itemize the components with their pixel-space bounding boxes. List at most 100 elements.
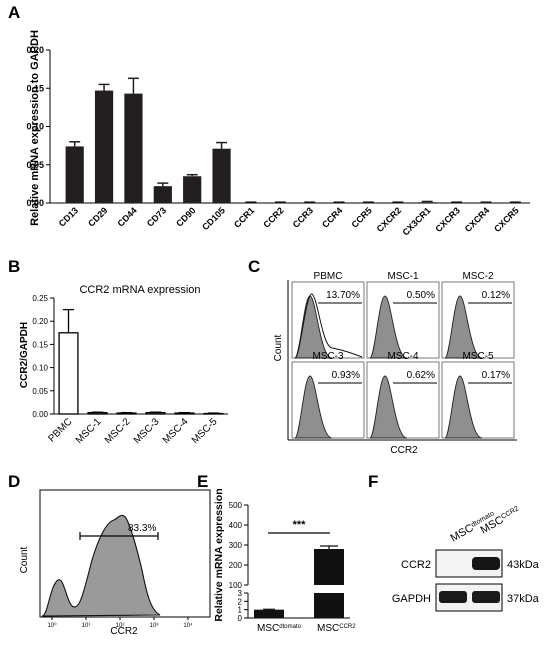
panel-d-y-axis-label: Count [19, 546, 30, 573]
panel-b-y-tick-label: 0.15 [32, 340, 48, 349]
panel-b-y-tick-label: 0.25 [32, 294, 48, 303]
panel-a-y-tick-label: 0.15 [26, 83, 44, 93]
panel-a-x-tick-label: CXCR5 [492, 205, 521, 234]
panel-b-bar [59, 333, 78, 414]
panel-f-gapdh-row-label: GAPDH [392, 593, 431, 605]
panel-b-x-tick-label: MSC-4 [161, 416, 191, 446]
panel-b-y-tick-label: 0.20 [32, 317, 48, 326]
panel-d-gate-percent: 83.3% [128, 523, 156, 534]
panel-a-bar [66, 146, 84, 203]
panel-a-x-tick-label: CD44 [116, 205, 139, 228]
panel-a-bar [95, 91, 113, 203]
panel-c-gate-percent: 0.12% [482, 290, 510, 301]
panel-a-x-tick-label: CD105 [200, 205, 227, 232]
panel-b-x-tick-label: MSC-5 [190, 416, 220, 446]
panel-a-x-tick-label: CD73 [145, 205, 168, 228]
panel-b-x-tick-label: MSC-3 [132, 416, 162, 446]
panel-b: B CCR2 mRNA expression CCR2/GAPDH 0.000.… [8, 257, 228, 446]
panel-a-x-tick-label: CCR2 [261, 205, 285, 229]
panel-a-x-tick-label: CCR3 [291, 205, 315, 229]
panel-e-bar [314, 549, 344, 585]
panel-c-gate-percent: 0.50% [407, 290, 435, 301]
panel-c-cell-label: MSC-5 [462, 351, 494, 362]
panel-a-x-tick-label: CCR1 [232, 205, 256, 229]
panel-e-y-tick-label: 3 [238, 589, 243, 598]
panel-a-bar [124, 94, 142, 203]
panel-e-bar-lower-segment [314, 593, 344, 618]
panel-c-x-axis-label: CCR2 [390, 445, 418, 456]
panel-c-gate-percent: 0.62% [407, 370, 435, 381]
panel-a-y-tick-label: 0.00 [26, 198, 44, 208]
panel-e-y-tick-label: 400 [229, 521, 243, 530]
panel-c-histogram-grid: 13.70% PBMC 0.50% MSC-1 0.12% MSC-2 0.93% MSC-3… [292, 271, 514, 438]
panel-c-cell-label: PBMC [314, 271, 343, 282]
panel-a-bar [183, 176, 201, 203]
panel-a-bar [418, 202, 436, 203]
panel-b-bars [59, 310, 223, 414]
panel-e-x-tick-label: MSCdtomato [257, 623, 302, 634]
panel-a-x-tick-label: CXCR4 [463, 205, 492, 234]
panel-e-y-tick-label: 500 [229, 501, 243, 510]
panel-c-cell-label: MSC-2 [462, 271, 494, 282]
panel-e-significance-stars: *** [293, 519, 307, 531]
panel-c-letter: C [248, 257, 260, 276]
panel-f-ccr2-size: 43kDa [507, 559, 540, 571]
panel-a-x-tick-label: CD13 [57, 205, 80, 228]
panel-d-x-tick-label: 10³ [150, 623, 159, 629]
panel-e-y-tick-label: 200 [229, 561, 243, 570]
panel-e-y-tick-label: 0 [238, 614, 243, 623]
panel-c-gate-percent: 13.70% [326, 290, 360, 301]
panel-b-y-tick-label: 0.10 [32, 364, 48, 373]
panel-f-letter: F [368, 472, 378, 491]
panel-a-bar [154, 186, 172, 203]
panel-a-bar [212, 149, 230, 203]
panel-a-x-tick-label: CCR4 [320, 205, 344, 229]
panel-f-gapdh-band-lane-2 [472, 591, 500, 603]
panel-a-bars [66, 78, 521, 203]
panel-c-cell-label: MSC-4 [387, 351, 419, 362]
panel-d-x-tick-label: 10¹ [82, 623, 91, 629]
panel-c-gate-percent: 0.93% [332, 370, 360, 381]
panel-c-gate-percent: 0.17% [482, 370, 510, 381]
panel-d-x-tick-label: 10⁴ [183, 622, 193, 629]
panel-b-title: CCR2 mRNA expression [79, 284, 200, 296]
panel-c-cell-label: MSC-1 [387, 271, 419, 282]
panel-d-letter: D [8, 472, 20, 491]
panel-d-x-tick-label: 10² [116, 623, 125, 629]
panel-e-y-tick-label: 100 [229, 581, 243, 590]
panel-b-x-tick-label: PBMC [46, 416, 74, 444]
panel-e-x-tick-label: MSCCCR2 [317, 623, 356, 634]
panel-b-y-axis-label: CCR2/GAPDH [19, 322, 30, 388]
panel-a-y-tick-label: 0.05 [26, 160, 44, 170]
panel-e-x-ticks: MSCdtomato MSCCCR2 [257, 623, 356, 634]
panel-b-y-tick-label: 0.05 [32, 387, 48, 396]
panel-f-gapdh-band-lane-1 [439, 591, 467, 603]
panel-a: A Relative mRNA expression to GAPDH 0.00… [8, 3, 530, 238]
panel-a-x-tick-label: CX3CR1 [400, 205, 432, 237]
panel-e-bars [254, 546, 344, 618]
panel-f-ccr2-row-label: CCR2 [401, 559, 431, 571]
panel-c: C Count CCR2 13.70%PBMC0.50%MSC-10.12%MS… [248, 257, 517, 456]
panel-a-x-tick-label: CCR5 [349, 205, 373, 229]
panel-a-y-tick-label: 0.20 [26, 45, 44, 55]
panel-a-x-tick-label: CXCR2 [375, 205, 404, 234]
panel-a-letter: A [8, 3, 20, 22]
panel-f-gapdh-size: 37kDa [507, 593, 540, 605]
panel-e-y-tick-label: 2 [238, 597, 243, 606]
panel-e-y-tick-label: 1 [238, 606, 243, 615]
panel-a-x-tick-label: CD29 [86, 205, 109, 228]
panel-e-letter: E [197, 472, 208, 491]
panel-e-y-axis-label: Relative mRNA expression [213, 488, 225, 621]
panel-e-y-tick-label: 300 [229, 541, 243, 550]
panel-b-y-tick-label: 0.00 [32, 410, 48, 419]
panel-f-ccr2-band-lane-2 [472, 557, 500, 570]
panel-f: F MSCdtomato MSCCCR2 CCR2 GAPDH 43kDa 37… [368, 472, 540, 611]
panel-a-x-tick-label: CD90 [174, 205, 197, 228]
panel-c-cell-label: MSC-3 [312, 351, 344, 362]
